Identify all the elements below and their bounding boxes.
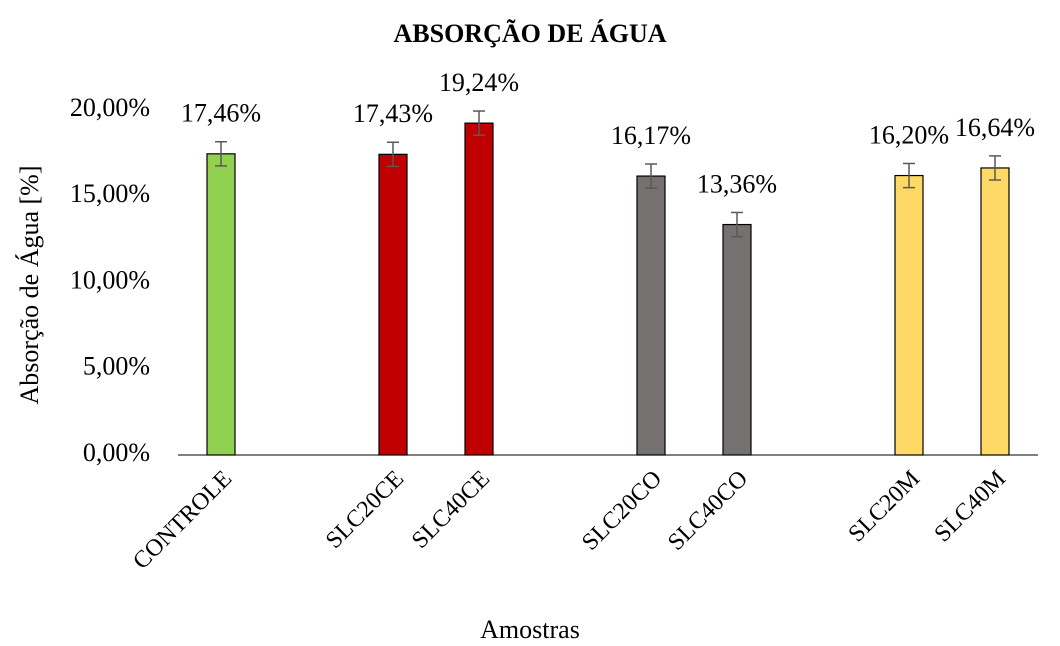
- x-tick-label: SLC20M: [844, 466, 926, 548]
- data-label: 16,20%: [869, 120, 949, 149]
- bar: [722, 223, 752, 456]
- data-label: 13,36%: [697, 169, 777, 198]
- x-tick-label: SLC20CO: [577, 466, 667, 556]
- bar: [894, 174, 924, 456]
- data-label: 19,24%: [439, 68, 519, 97]
- data-label: 16,17%: [611, 121, 691, 150]
- data-label: 17,46%: [181, 99, 261, 128]
- y-tick-label: 15,00%: [70, 179, 150, 208]
- y-tick-label: 20,00%: [70, 93, 150, 122]
- y-tick-label: 5,00%: [83, 352, 150, 381]
- chart-title: ABSORÇÃO DE ÁGUA: [393, 19, 666, 48]
- bar: [206, 153, 236, 456]
- y-tick-label: 0,00%: [83, 438, 150, 467]
- bar: [464, 122, 494, 456]
- data-label: 16,64%: [955, 113, 1035, 142]
- x-tick-label: CONTROLE: [128, 466, 237, 575]
- x-tick-label: SLC20CE: [321, 466, 409, 554]
- bar: [378, 153, 408, 456]
- bar: [636, 175, 666, 456]
- x-axis-title: Amostras: [480, 615, 580, 644]
- bar: [980, 167, 1010, 456]
- y-tick-label: 10,00%: [70, 265, 150, 294]
- x-tick-label: SLC40CO: [663, 466, 753, 556]
- x-tick-label: SLC40CE: [407, 466, 495, 554]
- data-label: 17,43%: [353, 99, 433, 128]
- x-tick-label: SLC40M: [930, 466, 1012, 548]
- y-axis-title: Absorção de Água [%]: [15, 166, 44, 405]
